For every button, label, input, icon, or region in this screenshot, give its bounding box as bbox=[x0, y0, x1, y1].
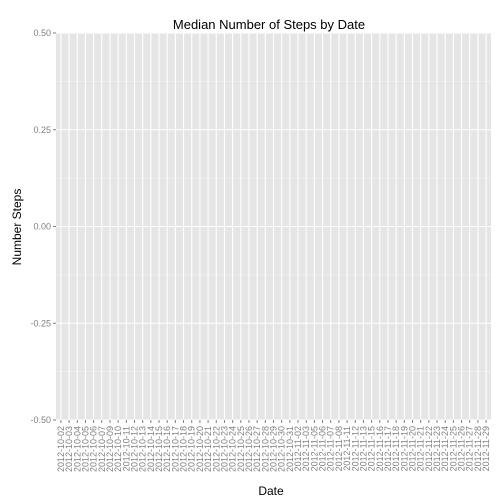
x-tick-label: 2012-10-07 bbox=[97, 426, 107, 472]
y-tick-label: 0.00 bbox=[33, 222, 51, 232]
y-axis: -0.50 -0.25 0.00 0.25 0.50 bbox=[30, 28, 56, 425]
x-tick-label: 2012-10-05 bbox=[80, 426, 90, 472]
x-tick-label: 2012-10-25 bbox=[236, 426, 246, 472]
x-tick-label: 2012-11-13 bbox=[358, 426, 368, 471]
y-tick-label: 0.50 bbox=[33, 28, 51, 38]
x-tick-label: 2012-10-17 bbox=[170, 426, 180, 472]
x-tick-label: 2012-10-16 bbox=[162, 426, 172, 472]
x-tick-label: 2012-10-20 bbox=[195, 426, 205, 472]
x-tick-label: 2012-11-17 bbox=[383, 426, 393, 471]
x-axis: 2012-10-022012-10-032012-10-042012-10-05… bbox=[56, 420, 491, 472]
x-tick-label: 2012-10-03 bbox=[64, 426, 74, 472]
x-tick-label: 2012-11-11 bbox=[342, 426, 352, 471]
x-tick-label: 2012-11-21 bbox=[416, 426, 426, 471]
x-tick-label: 2012-10-04 bbox=[72, 426, 82, 472]
y-tick-label: 0.25 bbox=[33, 125, 51, 135]
x-tick-label: 2012-10-14 bbox=[146, 426, 156, 472]
x-tick-label: 2012-10-30 bbox=[277, 426, 287, 472]
y-tick-label: -0.50 bbox=[30, 415, 51, 425]
x-axis-title: Date bbox=[258, 484, 284, 498]
x-tick-label: 2012-11-22 bbox=[424, 426, 434, 471]
x-tick-label: 2012-11-16 bbox=[375, 426, 385, 471]
x-tick-label: 2012-11-05 bbox=[309, 426, 319, 471]
x-tick-label: 2012-10-21 bbox=[203, 426, 213, 472]
x-tick-label: 2012-10-09 bbox=[105, 426, 115, 472]
x-tick-label: 2012-11-15 bbox=[367, 426, 377, 471]
x-tick-label: 2012-10-31 bbox=[285, 426, 295, 472]
x-tick-label: 2012-11-19 bbox=[399, 426, 409, 471]
x-tick-label: 2012-11-02 bbox=[293, 426, 303, 471]
chart-title: Median Number of Steps by Date bbox=[173, 17, 365, 32]
x-tick-label: 2012-10-27 bbox=[252, 426, 262, 472]
y-tick-label: -0.25 bbox=[30, 318, 51, 328]
x-tick-label: 2012-11-27 bbox=[465, 426, 475, 471]
x-tick-label: 2012-10-06 bbox=[89, 426, 99, 472]
x-tick-label: 2012-10-23 bbox=[219, 426, 229, 472]
x-tick-label: 2012-10-13 bbox=[138, 426, 148, 472]
x-tick-label: 2012-11-18 bbox=[391, 426, 401, 471]
x-tick-label: 2012-11-23 bbox=[432, 426, 442, 471]
x-tick-label: 2012-11-12 bbox=[350, 426, 360, 471]
x-tick-label: 2012-10-22 bbox=[211, 426, 221, 472]
x-tick-label: 2012-11-24 bbox=[440, 426, 450, 471]
x-tick-label: 2012-10-28 bbox=[260, 426, 270, 472]
x-tick-label: 2012-11-06 bbox=[318, 426, 328, 471]
x-tick-label: 2012-11-20 bbox=[408, 426, 418, 471]
x-tick-label: 2012-10-18 bbox=[179, 426, 189, 472]
x-tick-label: 2012-10-11 bbox=[121, 426, 131, 471]
x-tick-label: 2012-10-12 bbox=[129, 426, 139, 472]
major-grid bbox=[56, 32, 491, 421]
x-tick-label: 2012-11-08 bbox=[334, 426, 344, 471]
x-tick-label: 2012-11-29 bbox=[481, 426, 491, 471]
x-tick-label: 2012-10-02 bbox=[56, 426, 66, 472]
x-tick-label: 2012-11-28 bbox=[473, 426, 483, 471]
x-tick-label: 2012-10-29 bbox=[269, 426, 279, 472]
x-tick-label: 2012-10-26 bbox=[244, 426, 254, 472]
x-tick-label: 2012-10-19 bbox=[187, 426, 197, 472]
x-tick-label: 2012-10-15 bbox=[154, 426, 164, 472]
x-tick-label: 2012-11-25 bbox=[448, 426, 458, 471]
x-tick-label: 2012-10-24 bbox=[228, 426, 238, 472]
x-tick-label: 2012-10-10 bbox=[113, 426, 123, 472]
x-tick-label: 2012-11-07 bbox=[326, 426, 336, 471]
y-axis-title: Number Steps bbox=[10, 189, 24, 266]
x-tick-label: 2012-11-03 bbox=[301, 426, 311, 471]
x-tick-label: 2012-11-26 bbox=[457, 426, 467, 471]
